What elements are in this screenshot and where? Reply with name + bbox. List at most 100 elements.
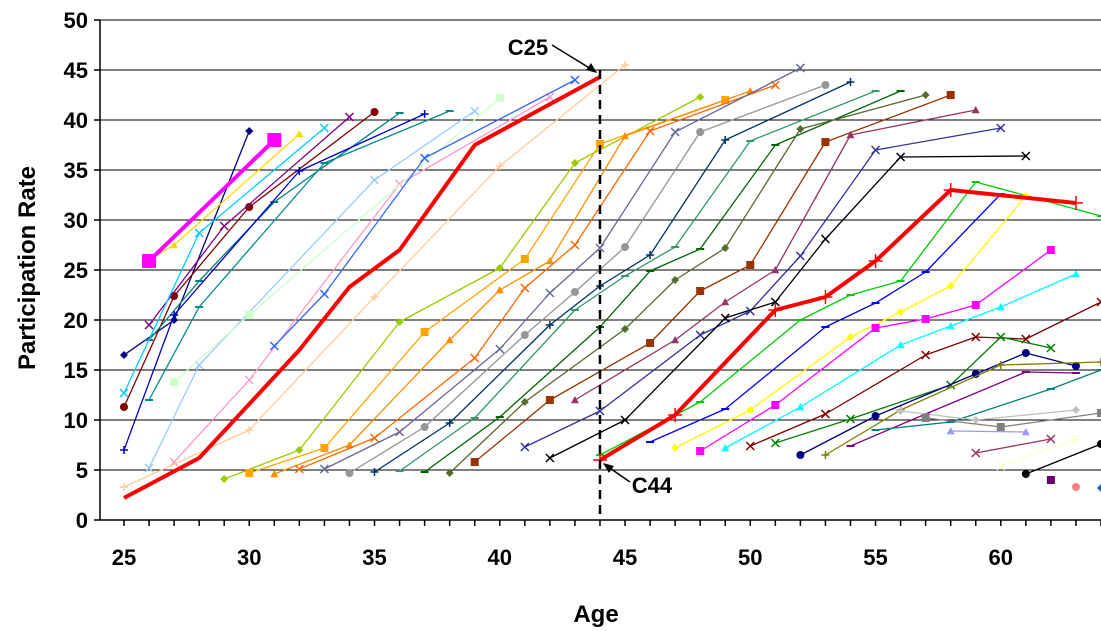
data-point [369,175,380,185]
data-point [495,286,504,294]
data-point [595,406,605,416]
x-tick-label: 30 [237,545,261,570]
series [1046,476,1055,484]
data-point [721,444,730,452]
data-point [269,341,279,351]
data-point [370,108,379,116]
data-point [971,448,981,458]
data-point [996,423,1005,431]
series [142,133,282,268]
data-point [445,419,454,427]
x-tick-label: 55 [863,545,887,570]
data-point [746,261,755,269]
series [871,369,1101,431]
data-point [495,344,505,354]
data-point [871,145,881,155]
annotation-arrowhead [585,63,597,73]
y-tick-label: 50 [64,8,88,33]
data-point [896,407,905,415]
data-point [294,464,304,474]
x-tick-label: 25 [112,545,136,570]
data-point [420,110,429,118]
y-tick-label: 30 [64,208,88,233]
data-point [921,91,930,99]
x-axis-title: Age [573,601,618,628]
series [120,127,254,359]
data-point [570,288,579,296]
data-point [971,416,980,424]
data-point [896,341,905,349]
series-line [1000,439,1077,467]
series-line [875,369,1101,431]
y-tick-label: 0 [76,508,88,533]
data-point [946,322,955,330]
series-line [574,109,976,401]
data-point [796,403,805,411]
data-point [320,444,329,452]
series-line [1025,443,1101,475]
series [946,427,1030,436]
data-point [194,228,204,238]
series [119,123,329,398]
data-point [1097,440,1101,448]
data-point [595,243,605,253]
data-point [946,427,955,435]
series [120,110,429,454]
data-point [996,461,1006,471]
data-point [720,313,730,323]
data-point [695,330,705,340]
data-point [770,297,780,307]
data-point [120,446,128,454]
data-point [621,243,630,251]
y-tick-label: 40 [64,108,88,133]
data-point [671,276,680,284]
data-point [1021,151,1031,161]
data-point [820,409,830,419]
data-point [1071,406,1080,414]
data-point [520,398,529,406]
data-point [1097,484,1101,492]
data-point [395,318,404,326]
data-point [1021,470,1030,478]
y-tick-label: 45 [64,58,88,83]
data-point [868,254,883,268]
data-point [545,453,555,463]
data-point [845,414,856,424]
data-point [671,444,680,452]
series [721,270,1080,452]
series [445,91,930,477]
data-point [144,463,154,473]
data-point [295,130,304,138]
data-point [996,361,1005,369]
data-point [220,475,229,483]
x-tick-label: 45 [613,545,637,570]
data-point [120,403,128,411]
data-point [545,396,554,404]
data-point [745,306,755,316]
series [696,246,1055,455]
data-point [295,446,304,454]
data-point [470,106,480,116]
data-point [319,289,329,299]
data-point [921,414,930,422]
data-point [545,321,554,329]
data-point [1021,349,1030,357]
data-point [470,353,480,363]
annotations: C25 C44 [508,35,673,520]
data-point [846,131,855,139]
data-point [120,483,128,491]
x-tick-label: 50 [738,545,762,570]
series [796,349,1080,459]
data-point [570,396,579,404]
data-point [345,441,354,449]
annotation-c44: C44 [632,473,673,498]
data-point [971,106,980,114]
data-point [721,136,730,144]
data-point [821,138,830,146]
data-point [267,133,282,147]
data-point [821,81,830,89]
data-point [646,339,655,347]
data-point [745,441,755,451]
data-point [1071,483,1080,491]
